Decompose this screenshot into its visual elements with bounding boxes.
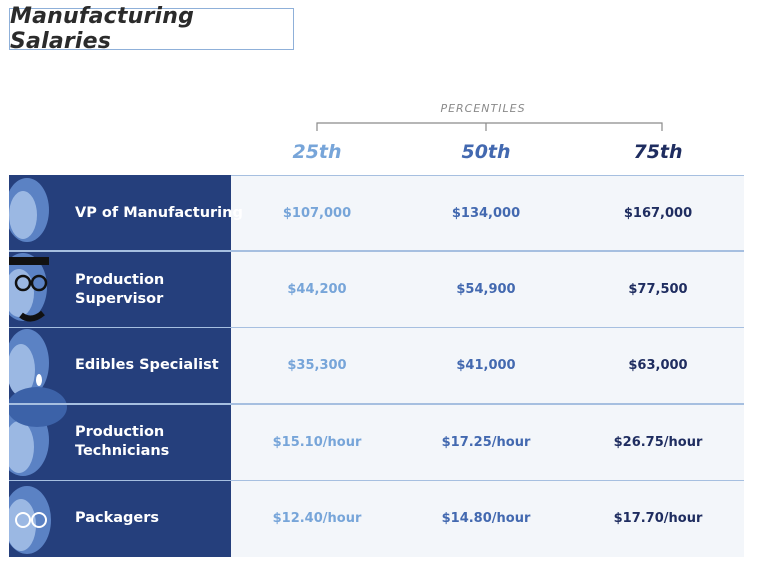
salary: $44,200 bbox=[287, 282, 347, 298]
salary: $41,000 bbox=[456, 358, 516, 374]
bracket-line bbox=[316, 122, 663, 131]
role: Production Technicians bbox=[75, 424, 170, 460]
salary: $77,500 bbox=[628, 282, 688, 298]
role: Production Supervisor bbox=[75, 271, 165, 307]
role-column bbox=[9, 175, 231, 557]
salary: $17.70/hour bbox=[613, 511, 703, 527]
bracket bbox=[316, 122, 663, 131]
salary: $134,000 bbox=[451, 205, 521, 221]
salary: $12.40/hour bbox=[272, 511, 362, 527]
salary: $26.75/hour bbox=[613, 434, 703, 450]
row-divider bbox=[9, 403, 744, 405]
salary: $17.25/hour bbox=[441, 434, 531, 450]
salary: $107,000 bbox=[282, 205, 352, 221]
salary: $14.80/hour bbox=[441, 511, 531, 527]
row-divider bbox=[9, 326, 744, 329]
salary: $35,300 bbox=[287, 358, 347, 374]
salary: $63,000 bbox=[628, 358, 688, 374]
faces bbox=[9, 178, 67, 554]
salary: $167,000 bbox=[623, 205, 693, 221]
cells-bg bbox=[231, 175, 744, 557]
role: Edibles Specialist bbox=[75, 357, 219, 374]
column-header: 50th bbox=[461, 141, 511, 163]
percentiles-label: PERCENTILES bbox=[440, 102, 526, 115]
role: Packagers bbox=[75, 510, 160, 527]
role: VP of Manufacturing bbox=[75, 204, 243, 221]
salary: $54,900 bbox=[456, 282, 516, 298]
column-header: 25th bbox=[292, 141, 342, 163]
title-box: Manufacturing Salaries bbox=[9, 4, 294, 54]
column-header: 75th bbox=[633, 141, 683, 163]
row-divider bbox=[9, 250, 744, 252]
row-divider bbox=[9, 479, 744, 482]
salary: $15.10/hour bbox=[272, 434, 362, 450]
title: Manufacturing Salaries bbox=[10, 4, 195, 54]
